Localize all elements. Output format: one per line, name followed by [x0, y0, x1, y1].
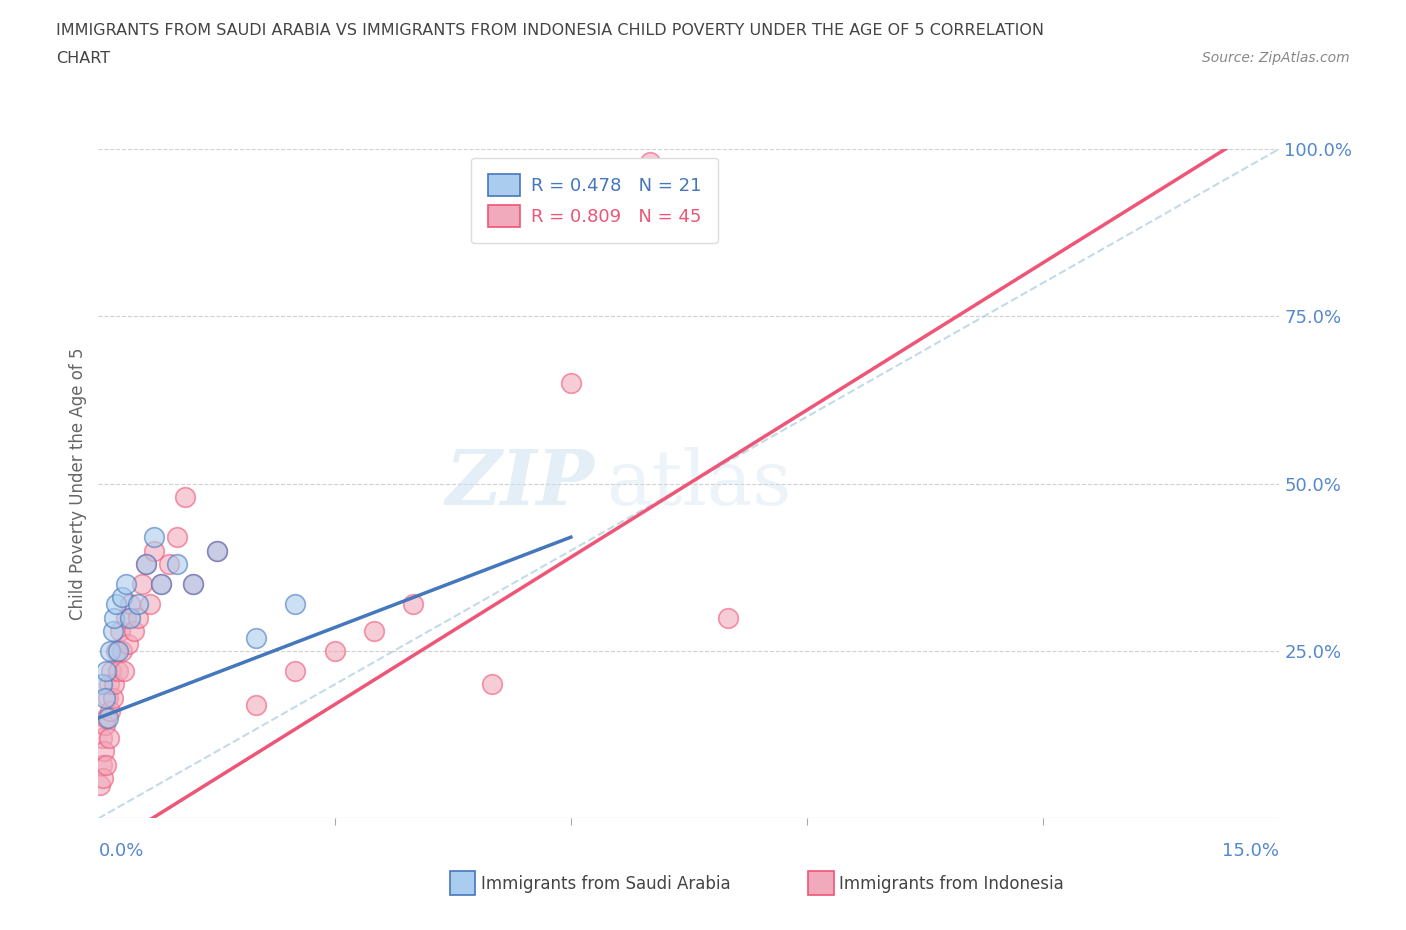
- Point: [93, 744, 115, 759]
- Point: [481, 677, 503, 692]
- Point: [157, 556, 180, 571]
- Point: [118, 610, 141, 625]
- Legend: R = 0.478   N = 21, R = 0.809   N = 45: R = 0.478 N = 21, R = 0.809 N = 45: [471, 158, 717, 244]
- Point: [98, 704, 121, 719]
- Point: [98, 677, 121, 692]
- Point: [97, 731, 120, 746]
- Point: [205, 543, 228, 558]
- Point: [91, 771, 114, 786]
- Point: [117, 637, 139, 652]
- Point: [111, 590, 134, 604]
- Text: Source: ZipAtlas.com: Source: ZipAtlas.com: [1202, 51, 1350, 65]
- Point: [127, 610, 149, 625]
- Point: [89, 777, 111, 792]
- Point: [599, 168, 621, 183]
- Text: ZIP: ZIP: [446, 446, 595, 521]
- Point: [205, 543, 228, 558]
- Point: [174, 489, 197, 504]
- Point: [93, 717, 115, 732]
- Point: [104, 597, 127, 612]
- Point: [94, 757, 117, 772]
- Point: [97, 711, 120, 725]
- Y-axis label: Child Poverty Under the Age of 5: Child Poverty Under the Age of 5: [69, 347, 87, 620]
- Point: [150, 577, 173, 591]
- Point: [103, 677, 125, 692]
- Point: [135, 556, 157, 571]
- Point: [98, 644, 121, 658]
- Point: [363, 623, 385, 638]
- Point: [96, 711, 118, 725]
- Point: [115, 577, 138, 591]
- Text: IMMIGRANTS FROM SAUDI ARABIA VS IMMIGRANTS FROM INDONESIA CHILD POVERTY UNDER TH: IMMIGRANTS FROM SAUDI ARABIA VS IMMIGRAN…: [56, 23, 1045, 38]
- Point: [323, 644, 346, 658]
- Point: [402, 597, 425, 612]
- Point: [560, 376, 582, 391]
- Point: [107, 644, 129, 658]
- Point: [97, 690, 120, 705]
- Point: [118, 597, 141, 612]
- Point: [284, 597, 307, 612]
- Text: atlas: atlas: [606, 446, 792, 521]
- Text: Immigrants from Saudi Arabia: Immigrants from Saudi Arabia: [481, 874, 731, 893]
- Point: [91, 731, 114, 746]
- Text: 15.0%: 15.0%: [1222, 842, 1279, 859]
- Point: [245, 698, 267, 712]
- Point: [104, 644, 127, 658]
- Text: CHART: CHART: [56, 51, 110, 66]
- Point: [717, 610, 740, 625]
- Point: [115, 610, 138, 625]
- Point: [131, 577, 153, 591]
- Point: [111, 644, 134, 658]
- Point: [181, 577, 204, 591]
- Point: [138, 597, 160, 612]
- Point: [101, 690, 124, 705]
- Point: [107, 664, 129, 679]
- Point: [284, 664, 307, 679]
- Point: [166, 530, 188, 545]
- Point: [93, 690, 115, 705]
- Point: [127, 597, 149, 612]
- Point: [150, 577, 173, 591]
- Point: [91, 677, 114, 692]
- Point: [96, 664, 118, 679]
- Point: [110, 623, 132, 638]
- Point: [112, 664, 135, 679]
- Text: 0.0%: 0.0%: [98, 842, 143, 859]
- Point: [122, 623, 145, 638]
- Text: Immigrants from Indonesia: Immigrants from Indonesia: [839, 874, 1064, 893]
- Point: [245, 631, 267, 645]
- Point: [142, 543, 165, 558]
- Point: [142, 530, 165, 545]
- Point: [103, 610, 125, 625]
- Point: [181, 577, 204, 591]
- Point: [638, 154, 661, 169]
- Point: [90, 757, 112, 772]
- Point: [101, 623, 124, 638]
- Point: [135, 556, 157, 571]
- Point: [100, 664, 122, 679]
- Point: [166, 556, 188, 571]
